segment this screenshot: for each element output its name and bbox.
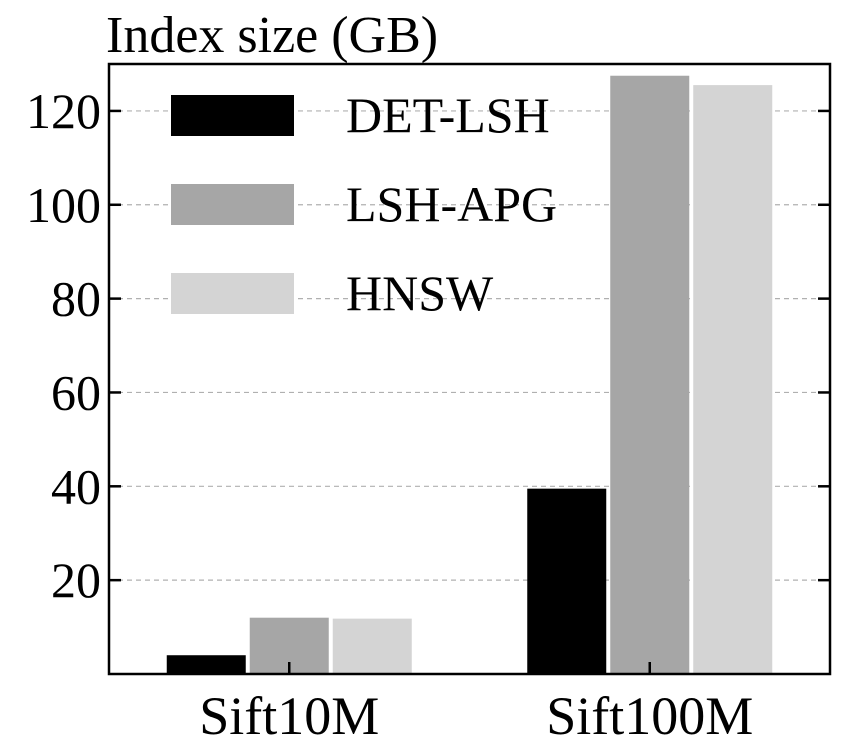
y-tick-label: 100	[26, 177, 101, 233]
y-axis-ticks: 20 40 60 80 100 120	[26, 83, 830, 674]
plot-frame	[107, 62, 832, 676]
x-category-label: Sift100M	[546, 686, 753, 743]
bars	[166, 75, 773, 675]
x-axis-categories: Sift10M Sift100M	[199, 686, 753, 743]
y-axis-label: Index size (GB)	[106, 7, 438, 64]
legend: DET-LSH LSH-APG HNSW	[171, 87, 557, 321]
legend-label: HNSW	[346, 265, 494, 321]
y-tick-label: 80	[51, 271, 101, 327]
legend-label: LSH-APG	[346, 176, 557, 232]
bar-det-lsh-sift100m	[527, 488, 607, 674]
bar-lsh-apg-sift100m	[610, 75, 690, 674]
bar-det-lsh-sift10m	[166, 655, 246, 674]
legend-swatch-hnsw	[171, 273, 294, 314]
y-tick-label: 60	[51, 364, 101, 420]
legend-swatch-lsh-apg	[171, 184, 294, 225]
y-tick-label: 20	[51, 552, 101, 608]
legend-label: DET-LSH	[346, 87, 550, 143]
x-category-label: Sift10M	[199, 686, 379, 743]
legend-swatch-det-lsh	[171, 95, 294, 136]
bar-hnsw-sift10m	[332, 618, 412, 674]
y-tick-label: 120	[26, 83, 101, 139]
bar-hnsw-sift100m	[693, 85, 773, 675]
y-tick-label: 40	[51, 458, 101, 514]
